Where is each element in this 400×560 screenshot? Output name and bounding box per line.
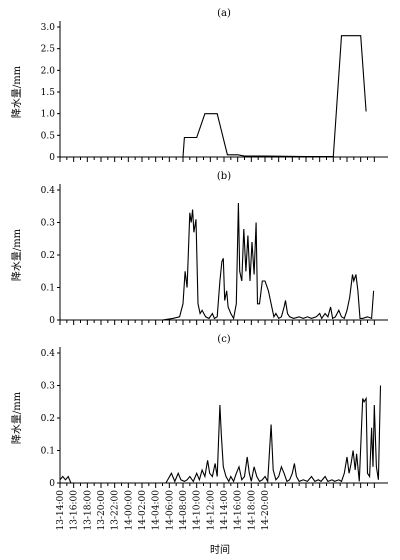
series-line bbox=[60, 202, 375, 321]
panel-title: (b) bbox=[217, 171, 231, 182]
x-tick-label: 14-06:00 bbox=[165, 490, 175, 531]
y-tick-label: 1.0 bbox=[41, 110, 56, 120]
y-tick-label: 3.0 bbox=[41, 23, 56, 33]
y-tick-label: 0.4 bbox=[41, 349, 56, 359]
y-axis-label: 降水量/mm bbox=[10, 228, 23, 281]
x-tick-label: 14-16:00 bbox=[234, 490, 244, 531]
panel-c: (c) 0 0.1 0.2 0.3 0.4 降水量/mm bbox=[10, 334, 388, 489]
x-tick-label: 14-12:00 bbox=[206, 490, 216, 531]
y-tick-label: 2.0 bbox=[41, 66, 56, 76]
y-axis-label: 降水量/mm bbox=[10, 65, 23, 118]
x-tick-label: 14-02:00 bbox=[138, 490, 148, 531]
x-tick-label: 13-14:00 bbox=[56, 490, 66, 531]
x-axis-label: 时间 bbox=[210, 543, 230, 556]
y-tick-label: 0.4 bbox=[41, 186, 56, 196]
y-tick-label: 0 bbox=[49, 153, 55, 163]
x-tick-label: 14-00:00 bbox=[124, 490, 134, 531]
x-tick-label: 14-08:00 bbox=[179, 490, 189, 531]
y-tick-label: 0.2 bbox=[41, 414, 55, 424]
y-tick-label: 0.3 bbox=[41, 382, 56, 392]
panel-title: (c) bbox=[217, 334, 231, 345]
x-tick-label: 14-14:00 bbox=[220, 490, 230, 531]
x-tick-label: 13-18:00 bbox=[83, 490, 93, 531]
series-line bbox=[60, 35, 367, 158]
y-tick-label: 0.3 bbox=[41, 219, 56, 229]
y-tick-label: 0.1 bbox=[41, 447, 55, 457]
y-tick-label: 0 bbox=[49, 316, 55, 326]
x-tick-label: 14-20:00 bbox=[261, 490, 271, 531]
x-tick-label: 14-10:00 bbox=[193, 490, 203, 531]
x-tick-label: 13-22:00 bbox=[111, 490, 121, 531]
series-line bbox=[59, 385, 382, 484]
x-tick-label: 13-16:00 bbox=[70, 490, 80, 531]
x-tick-label: 14-04:00 bbox=[152, 490, 162, 531]
panel-title: (a) bbox=[217, 8, 231, 19]
x-axis-tick-labels: 13-14:00 13-16:00 13-18:00 13-20:00 13-22:00… bbox=[56, 490, 271, 531]
x-tick-label: 14-18:00 bbox=[247, 490, 257, 531]
x-tick-label: 13-20:00 bbox=[97, 490, 107, 531]
y-tick-label: 1.5 bbox=[41, 88, 56, 98]
y-axis-label: 降水量/mm bbox=[10, 391, 23, 444]
y-tick-label: 0.2 bbox=[41, 251, 55, 261]
y-tick-label: 0.5 bbox=[41, 131, 56, 141]
y-tick-label: 0.1 bbox=[41, 284, 55, 294]
panel-b: (b) 0 0.1 0.2 0.3 0.4 降水量/mm bbox=[10, 171, 388, 326]
y-tick-label: 2.5 bbox=[41, 45, 56, 55]
panel-a: (a) 0 0.5 1.0 1.5 2.0 2.5 3.0 降水量/mm bbox=[10, 8, 388, 163]
y-tick-label: 0 bbox=[49, 479, 55, 489]
